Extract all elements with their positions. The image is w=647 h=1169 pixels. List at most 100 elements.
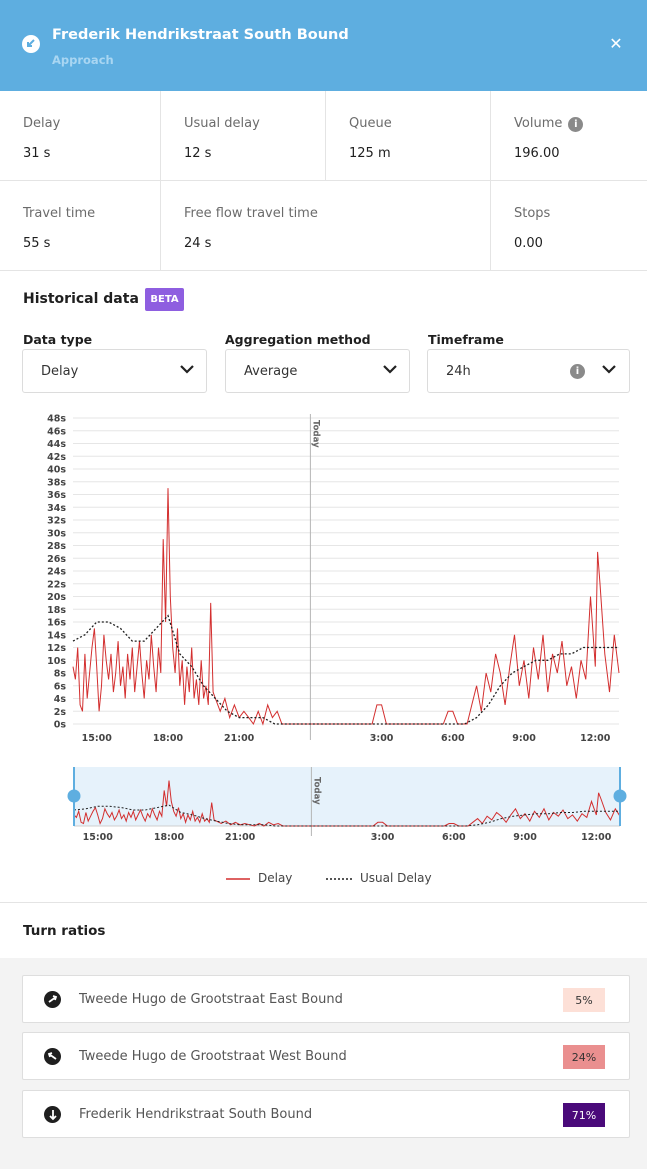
y-tick-label: 18s bbox=[47, 605, 66, 616]
turn-direction-icon bbox=[44, 1106, 61, 1123]
beta-badge: BETA bbox=[145, 288, 184, 311]
y-tick-label: 46s bbox=[47, 426, 66, 437]
stats-grid: Delay 31 s Usual delay 12 s Queue 125 m … bbox=[0, 91, 647, 271]
x-tick-label: 3:00 bbox=[371, 832, 395, 843]
turn-name: Frederik Hendrikstraat South Bound bbox=[79, 1107, 313, 1122]
y-tick-label: 16s bbox=[47, 618, 66, 629]
y-tick-label: 4s bbox=[54, 694, 67, 705]
stat-stops: Stops 0.00 bbox=[491, 181, 647, 271]
timeframe-label: Timeframe bbox=[428, 332, 504, 347]
chevron-down-icon bbox=[180, 365, 194, 374]
divider bbox=[0, 902, 647, 903]
stat-usual-delay: Usual delay 12 s bbox=[161, 91, 326, 181]
panel-title: Frederik Hendrikstraat South Bound bbox=[52, 27, 349, 43]
x-tick-label: 15:00 bbox=[83, 832, 114, 843]
stat-label: Usual delay bbox=[184, 116, 260, 131]
y-tick-label: 30s bbox=[47, 528, 66, 539]
close-icon[interactable]: ✕ bbox=[609, 34, 623, 53]
y-tick-label: 24s bbox=[47, 567, 66, 578]
legend-delay-label: Delay bbox=[258, 871, 293, 885]
today-label: Today bbox=[311, 777, 321, 805]
y-tick-label: 48s bbox=[47, 414, 66, 425]
today-label: Today bbox=[310, 420, 320, 448]
stat-label: Travel time bbox=[23, 206, 96, 221]
y-tick-label: 44s bbox=[47, 439, 66, 450]
y-tick-label: 38s bbox=[47, 477, 66, 488]
panel-header: Frederik Hendrikstraat South Bound Appro… bbox=[0, 0, 647, 91]
stat-value: 125 m bbox=[349, 146, 391, 161]
x-tick-label: 3:00 bbox=[370, 733, 394, 744]
legend-delay-swatch bbox=[226, 877, 250, 880]
info-icon[interactable]: i bbox=[568, 117, 584, 132]
select-value: Average bbox=[244, 364, 298, 379]
y-tick-label: 40s bbox=[47, 465, 66, 476]
x-tick-label: 21:00 bbox=[225, 832, 256, 843]
turn-item[interactable]: Tweede Hugo de Grootstraat West Bound 24… bbox=[22, 1032, 630, 1080]
turn-direction-icon bbox=[44, 991, 61, 1008]
y-tick-label: 32s bbox=[47, 516, 66, 527]
y-tick-label: 10s bbox=[47, 656, 66, 667]
aggregation-label: Aggregation method bbox=[225, 332, 371, 347]
y-tick-label: 20s bbox=[47, 592, 66, 603]
data-type-label: Data type bbox=[23, 332, 93, 347]
stat-value: 0.00 bbox=[514, 236, 543, 251]
stat-travel-time: Travel time 55 s bbox=[0, 181, 161, 271]
y-tick-label: 34s bbox=[47, 503, 66, 514]
stat-label: Free flow travel time bbox=[184, 206, 318, 221]
stat-value: 12 s bbox=[184, 146, 212, 161]
timeline-brush[interactable]: Today 15:00 18:00 21:00 3:00 6:00 9:00 12:00 bbox=[0, 760, 647, 850]
y-tick-label: 26s bbox=[47, 554, 66, 565]
stat-label-wrap: Volume i bbox=[514, 116, 584, 132]
y-tick-label: 14s bbox=[47, 630, 66, 641]
brush-right-handle[interactable] bbox=[613, 789, 627, 803]
turn-ratio-badge: 5% bbox=[563, 988, 605, 1012]
chevron-down-icon bbox=[383, 365, 397, 374]
turn-direction-icon bbox=[44, 1048, 61, 1065]
turn-item[interactable]: Frederik Hendrikstraat South Bound 71% bbox=[22, 1090, 630, 1138]
stat-label: Volume bbox=[514, 116, 563, 131]
stat-delay: Delay 31 s bbox=[0, 91, 161, 181]
y-tick-label: 22s bbox=[47, 579, 66, 590]
turn-ratios-title: Turn ratios bbox=[23, 923, 106, 939]
turn-name: Tweede Hugo de Grootstraat West Bound bbox=[79, 1049, 347, 1064]
approach-direction-icon bbox=[22, 35, 40, 53]
data-type-select[interactable]: Delay bbox=[22, 349, 207, 393]
x-tick-label: 12:00 bbox=[581, 832, 612, 843]
usual-delay-series bbox=[72, 614, 619, 725]
stat-volume: Volume i 196.00 bbox=[491, 91, 647, 181]
stat-value: 24 s bbox=[184, 236, 212, 251]
turn-ratio-badge: 24% bbox=[563, 1045, 605, 1069]
timeframe-select[interactable]: 24h i bbox=[427, 349, 630, 393]
brush-left-handle[interactable] bbox=[67, 789, 81, 803]
x-tick-label: 21:00 bbox=[224, 733, 255, 744]
turn-name: Tweede Hugo de Grootstraat East Bound bbox=[79, 992, 343, 1007]
x-tick-label: 9:00 bbox=[512, 733, 536, 744]
chevron-down-icon bbox=[602, 365, 616, 374]
stat-label: Queue bbox=[349, 116, 392, 131]
y-tick-label: 28s bbox=[47, 541, 66, 552]
aggregation-select[interactable]: Average bbox=[225, 349, 410, 393]
stat-label: Delay bbox=[23, 116, 61, 131]
legend-usual-label: Usual Delay bbox=[360, 871, 432, 885]
x-tick-label: 6:00 bbox=[442, 832, 466, 843]
stat-value: 31 s bbox=[23, 146, 51, 161]
x-tick-label: 6:00 bbox=[441, 733, 465, 744]
stat-value: 196.00 bbox=[514, 146, 560, 161]
y-tick-label: 12s bbox=[47, 643, 66, 654]
turn-item[interactable]: Tweede Hugo de Grootstraat East Bound 5% bbox=[22, 975, 630, 1023]
y-tick-label: 36s bbox=[47, 490, 66, 501]
stat-value: 55 s bbox=[23, 236, 51, 251]
x-tick-label: 18:00 bbox=[153, 733, 184, 744]
panel-subtitle: Approach bbox=[52, 53, 114, 67]
y-tick-label: 2s bbox=[54, 707, 67, 718]
delay-series bbox=[72, 488, 620, 726]
x-tick-label: 12:00 bbox=[580, 733, 611, 744]
stat-queue: Queue 125 m bbox=[326, 91, 491, 181]
stat-label: Stops bbox=[514, 206, 551, 221]
select-value: Delay bbox=[41, 364, 79, 379]
y-tick-label: 0s bbox=[54, 720, 67, 731]
y-tick-label: 6s bbox=[54, 681, 67, 692]
info-icon[interactable]: i bbox=[570, 364, 585, 379]
stat-free-flow: Free flow travel time 24 s bbox=[161, 181, 491, 271]
